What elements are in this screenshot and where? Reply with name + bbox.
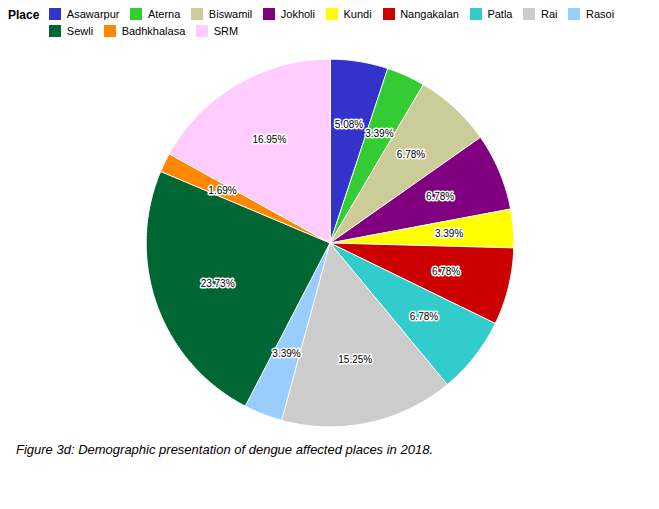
svg-text:3.39%: 3.39% — [435, 227, 463, 238]
html-text:Badhkhalasa: Badhkhalasa — [121, 24, 186, 37]
html-text:Rasoi: Rasoi — [586, 8, 615, 21]
svg-text:6.78%: 6.78% — [410, 310, 438, 321]
html-text:Place: Place — [8, 8, 40, 22]
html-text:Aterna: Aterna — [147, 8, 181, 21]
svg-text:6.78%: 6.78% — [426, 190, 454, 201]
html-text:Sewli: Sewli — [66, 24, 94, 37]
svg-text:16.95%: 16.95% — [252, 134, 286, 145]
html-text:Figure 3d: Demographic present: Figure 3d: Demographic presentation of d… — [16, 441, 433, 457]
svg-text:3.39%: 3.39% — [365, 128, 393, 139]
html-text:Asawarpur: Asawarpur — [66, 8, 120, 21]
svg-text:15.25%: 15.25% — [338, 353, 372, 364]
svg-text:6.78%: 6.78% — [432, 265, 460, 276]
svg-text:1.69%: 1.69% — [208, 184, 236, 195]
html-text:Patla: Patla — [487, 8, 513, 21]
html-text:SRM: SRM — [213, 24, 239, 37]
html-text:Jokholi: Jokholi — [280, 8, 315, 21]
html-text:Biswamil: Biswamil — [208, 8, 253, 21]
html-text:Nangakalan: Nangakalan — [400, 8, 459, 21]
svg-text:3.39%: 3.39% — [272, 348, 300, 359]
svg-text:6.78%: 6.78% — [397, 149, 425, 160]
html-text:Kundi: Kundi — [343, 8, 372, 21]
svg-text:5.08%: 5.08% — [335, 119, 363, 130]
html-text:Rai: Rai — [541, 8, 558, 21]
svg-text:23.73%: 23.73% — [201, 277, 235, 288]
